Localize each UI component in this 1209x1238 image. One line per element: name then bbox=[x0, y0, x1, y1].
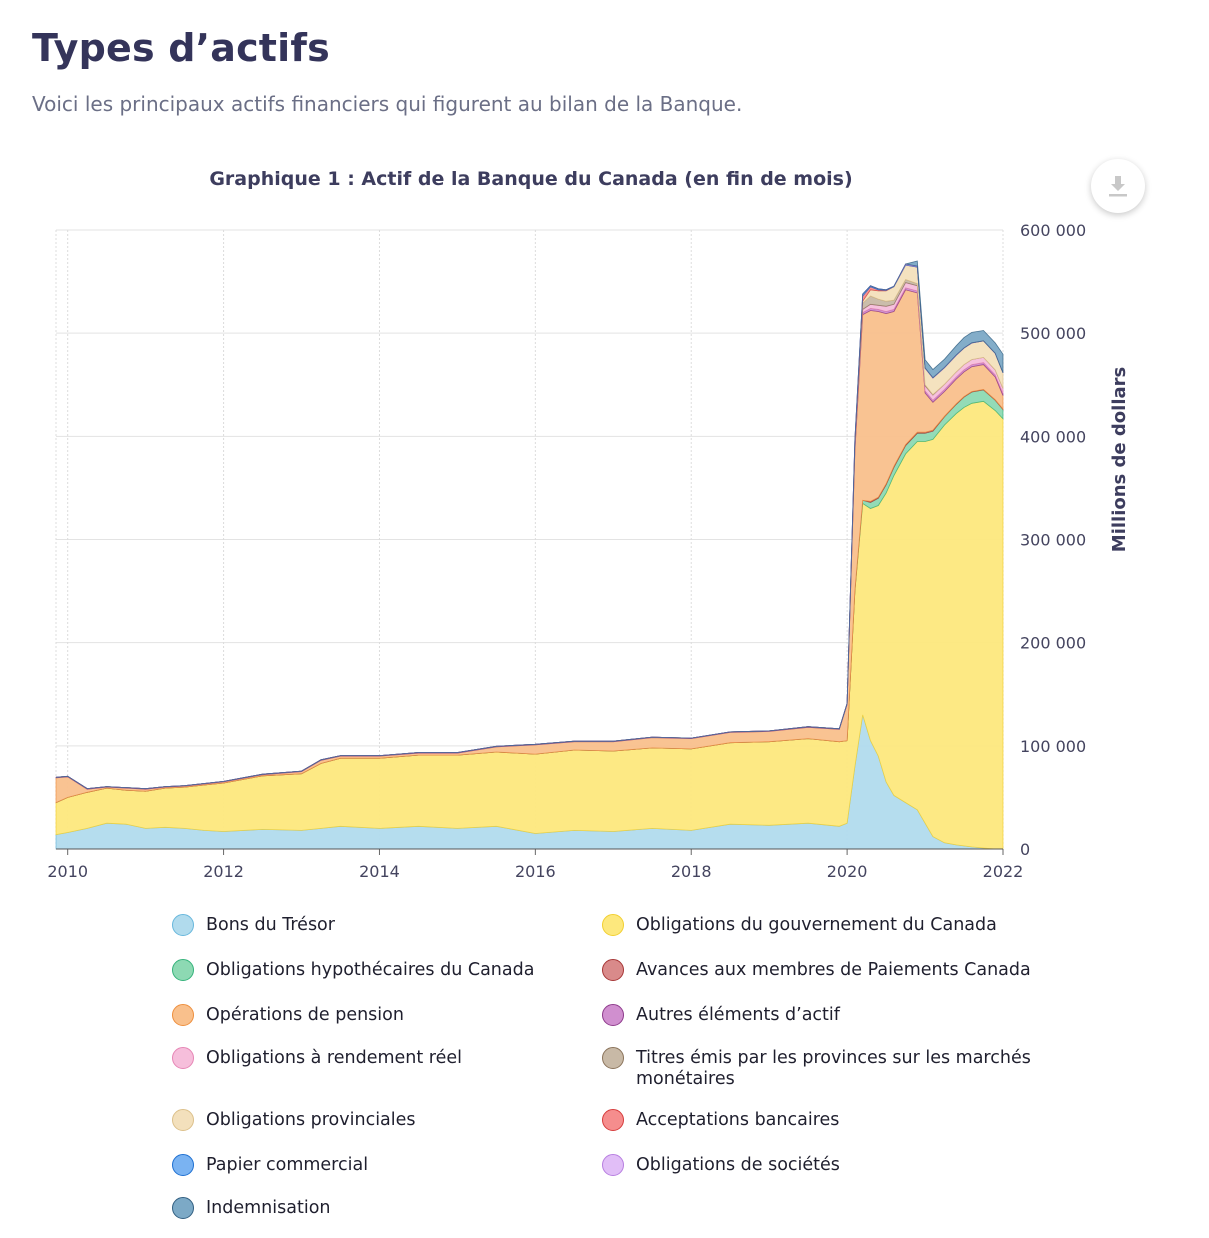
legend-label: Obligations de sociétés bbox=[636, 1155, 840, 1175]
x-tick-label: 2020 bbox=[827, 862, 868, 881]
legend-swatch bbox=[172, 1197, 194, 1219]
legend-label: Indemnisation bbox=[206, 1198, 331, 1218]
x-tick-label: 2018 bbox=[671, 862, 712, 881]
x-tick-label: 2022 bbox=[983, 862, 1024, 881]
asset-area-chart: 0 100 000 200 000 300 000 400 000 500 000 600 … bbox=[47, 221, 1130, 881]
intro-text: Voici les principaux actifs financiers q… bbox=[32, 92, 743, 116]
legend-swatch bbox=[602, 1109, 624, 1131]
y-axis-label: Millions de dollars bbox=[1109, 367, 1130, 552]
legend-swatch bbox=[172, 1004, 194, 1026]
legend-label: Obligations à rendement réel bbox=[206, 1048, 463, 1068]
y-tick-label: 400 000 bbox=[1020, 427, 1086, 446]
x-tick-label: 2010 bbox=[47, 862, 88, 881]
download-icon bbox=[1109, 176, 1127, 197]
y-tick-label: 300 000 bbox=[1020, 531, 1086, 550]
legend-swatch bbox=[172, 959, 194, 981]
chart-areas bbox=[55, 260, 1004, 850]
legend-swatch bbox=[172, 914, 194, 936]
y-tick-label: 600 000 bbox=[1020, 221, 1086, 240]
y-tick-label: 100 000 bbox=[1020, 737, 1086, 756]
legend-swatch bbox=[602, 959, 624, 981]
chart-title: Graphique 1 : Actif de la Banque du Cana… bbox=[209, 168, 853, 190]
download-button[interactable] bbox=[1091, 159, 1145, 213]
legend-swatch bbox=[172, 1109, 194, 1131]
page-title: Types d’actifs bbox=[32, 26, 330, 70]
y-tick-label: 200 000 bbox=[1020, 634, 1086, 653]
legend-swatch bbox=[172, 1154, 194, 1176]
x-tick-label: 2014 bbox=[359, 862, 400, 881]
legend-label: Obligations du gouvernement du Canada bbox=[636, 915, 997, 935]
legend-swatch bbox=[172, 1047, 194, 1069]
legend-swatch bbox=[602, 914, 624, 936]
legend-label: Bons du Trésor bbox=[206, 915, 335, 935]
legend-label: Avances aux membres de Paiements Canada bbox=[636, 960, 1031, 980]
legend-label: Autres éléments d’actif bbox=[636, 1005, 840, 1025]
legend-label: Titres émis par les provinces sur les ma… bbox=[636, 1048, 1031, 1089]
x-tick-label: 2012 bbox=[203, 862, 244, 881]
legend-swatch bbox=[602, 1047, 624, 1069]
legend-label: Papier commercial bbox=[206, 1155, 369, 1175]
legend-label: Opérations de pension bbox=[206, 1005, 404, 1025]
legend-label: Obligations provinciales bbox=[206, 1110, 416, 1130]
chart-axes: 0 100 000 200 000 300 000 400 000 500 000 600 … bbox=[47, 221, 1130, 881]
area-series[interactable] bbox=[55, 260, 1004, 790]
legend-label: Acceptations bancaires bbox=[636, 1110, 840, 1130]
y-tick-label: 500 000 bbox=[1020, 324, 1086, 343]
legend-label: Obligations hypothécaires du Canada bbox=[206, 960, 535, 980]
legend-swatch bbox=[602, 1154, 624, 1176]
legend-swatch bbox=[602, 1004, 624, 1026]
x-tick-label: 2016 bbox=[515, 862, 556, 881]
y-tick-label: 0 bbox=[1020, 840, 1030, 859]
